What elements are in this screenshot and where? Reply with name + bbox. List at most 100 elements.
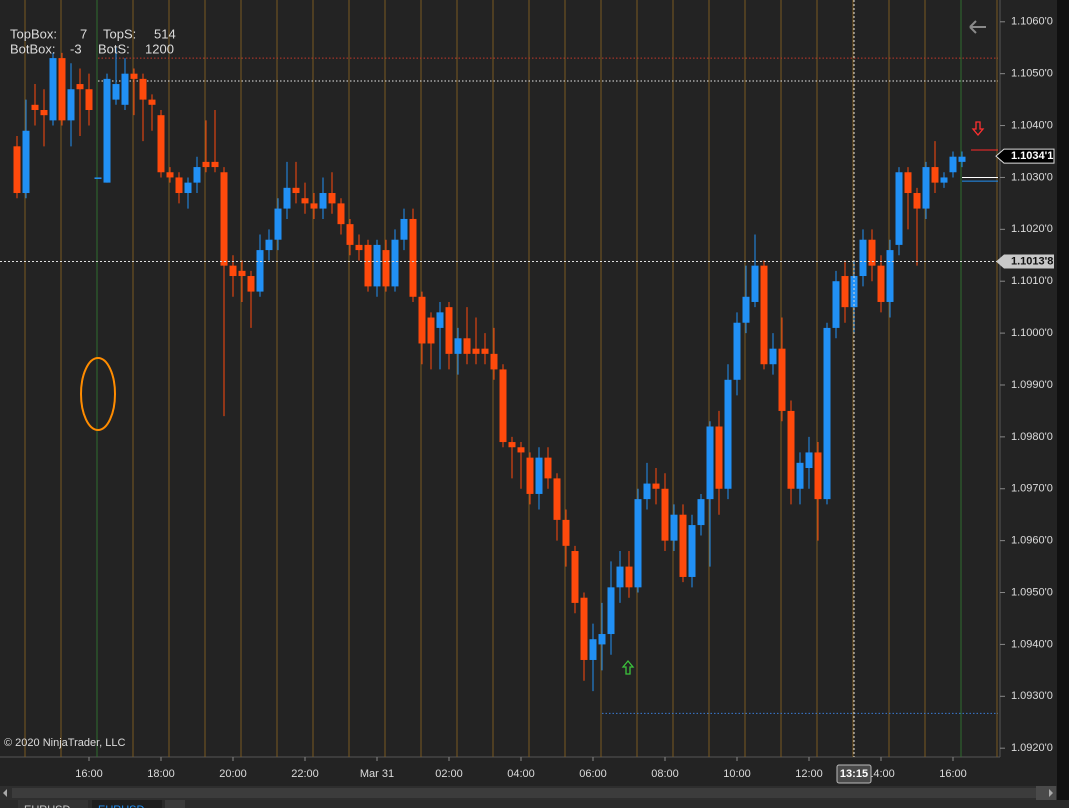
candle-body: [841, 276, 849, 308]
candle-body: [634, 499, 642, 588]
candle-body: [319, 193, 327, 209]
candle-body: [292, 187, 300, 194]
candle-body: [904, 172, 912, 194]
candle-body: [499, 369, 507, 443]
scroll-left[interactable]: [3, 789, 7, 797]
candle-body: [256, 250, 264, 292]
candle-body: [193, 167, 201, 183]
y-tick-label: 1.1050'0: [1011, 68, 1053, 80]
candle-body: [616, 566, 624, 588]
candle-body: [940, 177, 948, 183]
candle-body: [67, 89, 75, 121]
candle-body: [184, 182, 192, 194]
tab[interactable]: [18, 800, 88, 808]
y-tick-label: 1.0930'0: [1011, 690, 1053, 702]
candle-body: [553, 478, 561, 520]
candle-body: [895, 172, 903, 245]
candle-body: [463, 338, 471, 354]
candle-body: [868, 239, 876, 266]
candle-body: [670, 514, 678, 541]
candle-body: [688, 525, 696, 577]
last-price-box: [995, 148, 1055, 164]
tab[interactable]: [92, 800, 162, 808]
y-tick-label: 1.1040'0: [1011, 119, 1053, 131]
candle-body: [418, 296, 426, 344]
candle-body: [337, 203, 345, 225]
scroll-right[interactable]: [1049, 789, 1053, 797]
candle-body: [481, 348, 489, 354]
candle-body: [274, 208, 282, 240]
x-tick-label: 10:00: [723, 768, 751, 780]
y-tick-label: 1.0950'0: [1011, 586, 1053, 598]
x-tick-label: 02:00: [435, 768, 463, 780]
candle-body: [625, 566, 633, 588]
candle-body: [922, 167, 930, 209]
info-label: TopBox:: [10, 26, 57, 41]
candle-body: [427, 317, 435, 344]
y-tick-label: 1.0920'0: [1011, 742, 1053, 754]
candle-body: [913, 193, 921, 209]
y-tick-label: 1.1020'0: [1011, 223, 1053, 235]
x-tick-label: 04:00: [507, 768, 535, 780]
back-arrow[interactable]: [969, 20, 986, 34]
info-value: 514: [154, 26, 176, 41]
candle-body: [607, 587, 615, 635]
scroll-right-box[interactable]: [1036, 786, 1056, 800]
candle-body: [526, 457, 534, 494]
candles: [13, 47, 966, 692]
candle-body: [229, 265, 237, 277]
candle-body: [778, 348, 786, 411]
vertical-scrollbar[interactable]: [1057, 0, 1069, 800]
candle-body: [544, 457, 552, 479]
info-label: TopS:: [103, 26, 136, 41]
candle-body: [589, 639, 597, 660]
info-value: 7: [80, 26, 87, 41]
y-tick-label: 1.1000'0: [1011, 327, 1053, 339]
candle-body: [877, 265, 885, 302]
candle-body: [643, 483, 651, 500]
candle-body: [436, 312, 444, 328]
candle-body: [112, 84, 120, 100]
x-tick-label: 14:00: [867, 768, 895, 780]
y-tick-label: 1.1010'0: [1011, 275, 1053, 287]
candle-body: [949, 156, 957, 173]
crosshair-price-label: 1.1013'8: [1011, 255, 1053, 267]
candle-body: [202, 161, 210, 168]
candle-body: [742, 296, 750, 323]
candle-body: [508, 442, 516, 448]
candle-body: [211, 161, 219, 168]
candle-body: [724, 379, 732, 489]
candle-body: [598, 634, 606, 645]
price-axis-background: [1000, 0, 1057, 757]
candle-body: [364, 244, 372, 287]
candle-body: [571, 551, 579, 603]
candle-body: [328, 193, 336, 204]
candle-body: [247, 276, 255, 292]
tab-label: EURUSD: [98, 804, 145, 808]
price-levels: [98, 57, 998, 714]
candle-body: [472, 348, 480, 354]
candle-body: [310, 203, 318, 209]
scrollbar-thumb[interactable]: [12, 788, 1036, 798]
candle-body: [490, 353, 498, 370]
candle-body: [652, 483, 660, 489]
candle-body: [58, 58, 66, 121]
candle-body: [445, 307, 453, 354]
candle-body: [148, 99, 156, 105]
candle-body: [94, 177, 102, 179]
y-tick-label: 1.0940'0: [1011, 638, 1053, 650]
candle-body: [103, 78, 111, 183]
y-tick-label: 1.0990'0: [1011, 379, 1053, 391]
candle-body: [400, 218, 408, 240]
buy-arrow: [621, 659, 635, 675]
candle-body: [760, 265, 768, 365]
candle-body: [373, 244, 381, 287]
candle-body: [31, 104, 39, 110]
candle-body: [562, 519, 570, 546]
candle-body: [769, 348, 777, 365]
y-tick-label: 1.0980'0: [1011, 431, 1053, 443]
add-tab[interactable]: [165, 800, 185, 808]
candle-body: [796, 462, 804, 489]
candle-body: [931, 167, 939, 183]
